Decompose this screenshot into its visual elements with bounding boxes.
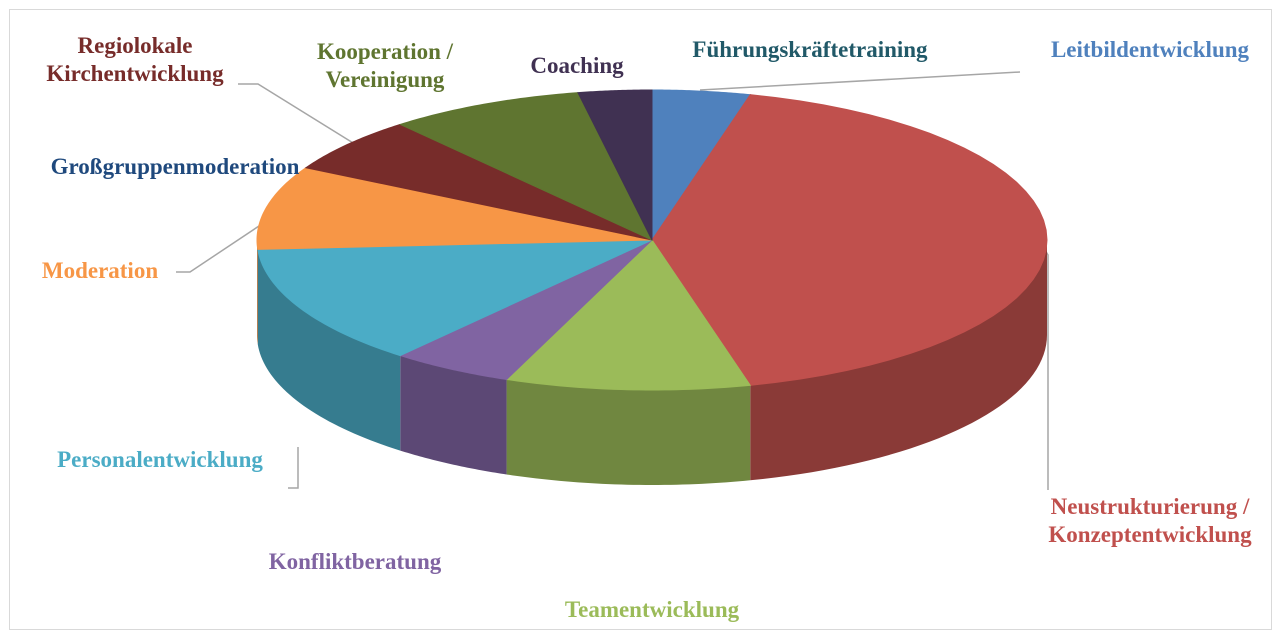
- pie-side: [257, 240, 258, 345]
- slice-label: Neustrukturierung / Konzeptentwicklung: [1048, 494, 1252, 547]
- pie-tops: [256, 89, 1048, 391]
- pie-side: [750, 240, 1047, 481]
- leader-line: [238, 83, 359, 147]
- slice-label: Regiolokale Kirchentwicklung: [46, 33, 224, 86]
- frame: [9, 9, 1272, 630]
- slice-label: Personalentwicklung: [57, 447, 263, 472]
- slice-label: Teamentwicklung: [564, 597, 740, 622]
- leader-line: [288, 447, 299, 489]
- pie-side: [400, 355, 507, 475]
- pie-slice: [577, 89, 653, 241]
- pie-slice: [304, 123, 653, 241]
- slice-label: Coaching: [530, 53, 624, 78]
- pie-slice: [651, 94, 1048, 386]
- pie-side: [506, 379, 751, 485]
- leader-line: [176, 219, 269, 273]
- pie-side: [257, 249, 401, 451]
- pie-sides: [257, 240, 1047, 485]
- pie-slice: [398, 239, 653, 380]
- slice-label: Leitbildentwicklung: [1050, 37, 1250, 62]
- leader-line: [699, 71, 1021, 91]
- pie-slice: [398, 92, 654, 242]
- slice-label: Moderation: [41, 258, 159, 283]
- slice-label: Führungskräftetraining: [692, 37, 928, 62]
- pie-slice: [505, 239, 752, 391]
- pie-slice: [257, 239, 653, 357]
- slice-label: Großgruppenmoderation: [50, 154, 300, 179]
- pie-slice: [651, 89, 752, 242]
- slice-label: Konfliktberatung: [268, 549, 442, 574]
- slice-label: Kooperation / Vereinigung: [316, 39, 454, 92]
- pie-slice: [256, 167, 653, 250]
